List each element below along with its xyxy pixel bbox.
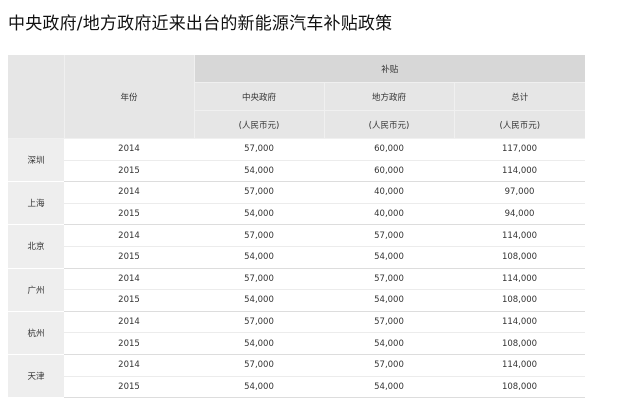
local-cell: 54,000	[324, 246, 454, 269]
year-cell: 2015	[64, 246, 194, 269]
table-row: 天津 2014 57,000 57,000 114,000	[8, 354, 586, 399]
total-cell: 114,000	[454, 224, 586, 247]
local-cell: 40,000	[324, 181, 454, 204]
local-cell: 57,000	[324, 311, 454, 334]
city-header-cell	[8, 55, 65, 139]
local-cell: 54,000	[324, 376, 454, 399]
total-unit: (人民币元)	[454, 110, 586, 139]
total-cell: 114,000	[454, 268, 586, 291]
city-cell: 深圳	[8, 138, 64, 183]
table-row: 2015 54,000 40,000 94,000	[8, 203, 586, 226]
table-header: 年份 补贴 中央政府 地方政府 总计 (人民币元) (人民币元) (人民币元)	[8, 55, 586, 139]
year-header: 年份	[64, 55, 195, 139]
city-cell: 北京	[8, 224, 64, 269]
city-cell: 杭州	[8, 311, 64, 355]
year-cell: 2014	[64, 311, 194, 334]
central-cell: 57,000	[194, 311, 324, 334]
page-title: 中央政府/地方政府近来出台的新能源汽车补贴政策	[8, 14, 393, 34]
year-cell: 2014	[64, 354, 194, 377]
local-cell: 54,000	[324, 332, 454, 355]
local-gov-header: 地方政府	[324, 82, 455, 111]
year-cell: 2015	[64, 376, 194, 399]
table-row: 2015 54,000 54,000 108,000	[8, 332, 586, 355]
central-cell: 57,000	[194, 224, 324, 247]
year-cell: 2015	[64, 332, 194, 355]
central-cell: 54,000	[194, 376, 324, 399]
local-cell: 60,000	[324, 138, 454, 161]
local-gov-unit: (人民币元)	[324, 110, 455, 139]
total-cell: 114,000	[454, 354, 586, 377]
year-cell: 2015	[64, 160, 194, 183]
city-cell: 上海	[8, 181, 64, 226]
total-cell: 108,000	[454, 376, 586, 399]
central-cell: 57,000	[194, 138, 324, 161]
total-cell: 97,000	[454, 181, 586, 204]
central-gov-unit: (人民币元)	[194, 110, 325, 139]
year-cell: 2014	[64, 268, 194, 291]
city-cell: 广州	[8, 268, 64, 312]
total-cell: 94,000	[454, 203, 586, 226]
total-header: 总计	[454, 82, 586, 111]
central-cell: 54,000	[194, 246, 324, 269]
local-cell: 54,000	[324, 289, 454, 312]
table-row: 广州 2014 57,000 57,000 114,000	[8, 268, 586, 312]
table-row: 北京 2014 57,000 57,000 114,000	[8, 224, 586, 269]
central-cell: 57,000	[194, 268, 324, 291]
local-cell: 60,000	[324, 160, 454, 183]
subsidy-table: 年份 补贴 中央政府 地方政府 总计 (人民币元) (人民币元) (人民币元) …	[8, 55, 586, 399]
central-cell: 54,000	[194, 289, 324, 312]
local-cell: 57,000	[324, 268, 454, 291]
total-cell: 108,000	[454, 246, 586, 269]
central-cell: 54,000	[194, 160, 324, 183]
year-cell: 2014	[64, 138, 194, 161]
local-cell: 57,000	[324, 224, 454, 247]
total-cell: 108,000	[454, 332, 586, 355]
table-row: 杭州 2014 57,000 57,000 114,000	[8, 311, 586, 355]
year-cell: 2014	[64, 181, 194, 204]
year-cell: 2014	[64, 224, 194, 247]
table-row: 2015 54,000 54,000 108,000	[8, 376, 586, 399]
table-body: 深圳 2014 57,000 60,000 117,000 2015 54,00…	[8, 138, 586, 399]
local-cell: 40,000	[324, 203, 454, 226]
central-cell: 57,000	[194, 354, 324, 377]
local-cell: 57,000	[324, 354, 454, 377]
table-row: 2015 54,000 54,000 108,000	[8, 246, 586, 269]
central-cell: 57,000	[194, 181, 324, 204]
central-gov-header: 中央政府	[194, 82, 325, 111]
table-row: 深圳 2014 57,000 60,000 117,000	[8, 138, 586, 183]
central-cell: 54,000	[194, 332, 324, 355]
total-cell: 117,000	[454, 138, 586, 161]
central-cell: 54,000	[194, 203, 324, 226]
total-cell: 114,000	[454, 311, 586, 334]
table-row: 上海 2014 57,000 40,000 97,000	[8, 181, 586, 226]
year-cell: 2015	[64, 203, 194, 226]
subsidy-header: 补贴	[194, 55, 586, 83]
city-cell: 天津	[8, 354, 64, 399]
table-row: 2015 54,000 54,000 108,000	[8, 289, 586, 312]
table-row: 2015 54,000 60,000 114,000	[8, 160, 586, 183]
year-cell: 2015	[64, 289, 194, 312]
total-cell: 114,000	[454, 160, 586, 183]
total-cell: 108,000	[454, 289, 586, 312]
